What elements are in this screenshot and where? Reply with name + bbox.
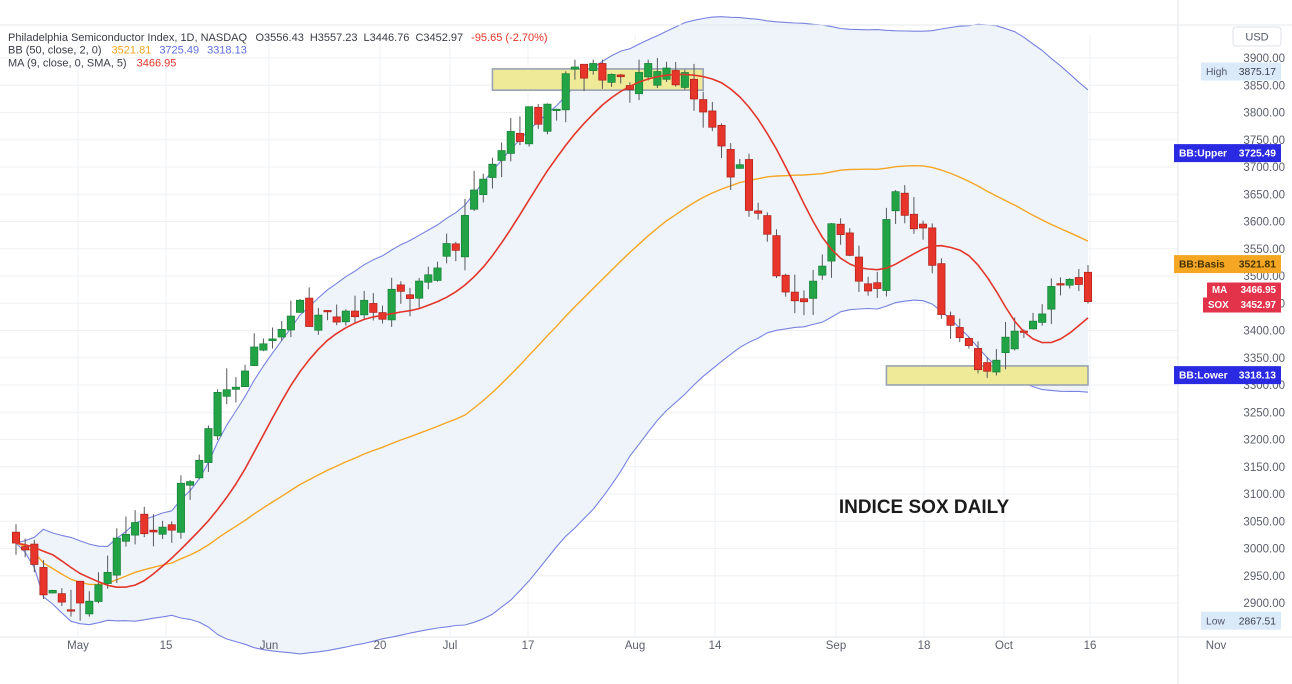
svg-text:3550.00: 3550.00 [1243, 244, 1285, 256]
svg-text:Jun: Jun [260, 640, 279, 652]
svg-text:H3557.23: H3557.23 [310, 32, 358, 44]
svg-text:C3452.97: C3452.97 [415, 32, 463, 44]
svg-text:MA (9, close, 0, SMA, 5): MA (9, close, 0, SMA, 5) [8, 57, 127, 69]
svg-text:3100.00: 3100.00 [1243, 489, 1285, 501]
svg-text:May: May [67, 640, 89, 652]
svg-text:INDICE SOX DAILY: INDICE SOX DAILY [839, 497, 1010, 518]
svg-text:Jul: Jul [443, 640, 458, 652]
svg-text:3875.17: 3875.17 [1239, 67, 1276, 78]
svg-text:Aug: Aug [625, 640, 645, 652]
svg-text:18: 18 [918, 640, 931, 652]
svg-text:Nov: Nov [1206, 640, 1227, 652]
svg-text:3200.00: 3200.00 [1243, 435, 1285, 447]
svg-text:3700.00: 3700.00 [1243, 162, 1285, 174]
svg-text:SOX: SOX [1208, 300, 1229, 311]
svg-text:14: 14 [709, 640, 722, 652]
svg-text:3466.95: 3466.95 [137, 57, 177, 69]
svg-text:16: 16 [1084, 640, 1097, 652]
svg-text:15: 15 [160, 640, 173, 652]
svg-text:3850.00: 3850.00 [1243, 80, 1285, 92]
svg-text:3350.00: 3350.00 [1243, 353, 1285, 365]
svg-text:3600.00: 3600.00 [1243, 217, 1285, 229]
svg-text:BB:Upper: BB:Upper [1179, 149, 1227, 160]
svg-text:BB:Basis: BB:Basis [1179, 260, 1225, 271]
svg-text:L3446.76: L3446.76 [364, 32, 410, 44]
svg-text:MA: MA [1212, 285, 1227, 296]
svg-text:3050.00: 3050.00 [1243, 516, 1285, 528]
svg-text:2950.00: 2950.00 [1243, 571, 1285, 583]
svg-text:-95.65 (-2.70%): -95.65 (-2.70%) [471, 32, 547, 44]
svg-text:3521.81: 3521.81 [1239, 260, 1276, 271]
svg-text:Philadelphia Semiconductor Ind: Philadelphia Semiconductor Index, 1D, NA… [8, 32, 248, 44]
svg-text:3400.00: 3400.00 [1243, 326, 1285, 338]
svg-text:BB:Lower: BB:Lower [1179, 371, 1228, 382]
svg-text:Sep: Sep [826, 640, 846, 652]
svg-text:USD: USD [1245, 32, 1268, 44]
svg-text:3521.81: 3521.81 [112, 45, 152, 57]
svg-text:2867.51: 2867.51 [1239, 616, 1276, 627]
svg-text:3150.00: 3150.00 [1243, 462, 1285, 474]
svg-text:3725.49: 3725.49 [159, 45, 199, 57]
svg-text:3466.95: 3466.95 [1241, 285, 1277, 296]
svg-text:17: 17 [522, 640, 535, 652]
svg-text:3800.00: 3800.00 [1243, 108, 1285, 120]
svg-text:Low: Low [1206, 616, 1225, 627]
svg-text:20: 20 [374, 640, 387, 652]
svg-text:O3556.43: O3556.43 [256, 32, 304, 44]
svg-text:BB (50, close, 2, 0): BB (50, close, 2, 0) [8, 45, 102, 57]
svg-text:3318.13: 3318.13 [207, 45, 247, 57]
svg-text:Oct: Oct [995, 640, 1014, 652]
svg-text:High: High [1206, 67, 1227, 78]
svg-text:3452.97: 3452.97 [1241, 300, 1277, 311]
svg-text:3250.00: 3250.00 [1243, 407, 1285, 419]
svg-text:3725.49: 3725.49 [1239, 149, 1276, 160]
svg-text:3000.00: 3000.00 [1243, 544, 1285, 556]
svg-text:2900.00: 2900.00 [1243, 598, 1285, 610]
svg-text:3650.00: 3650.00 [1243, 189, 1285, 201]
svg-text:3318.13: 3318.13 [1239, 371, 1276, 382]
